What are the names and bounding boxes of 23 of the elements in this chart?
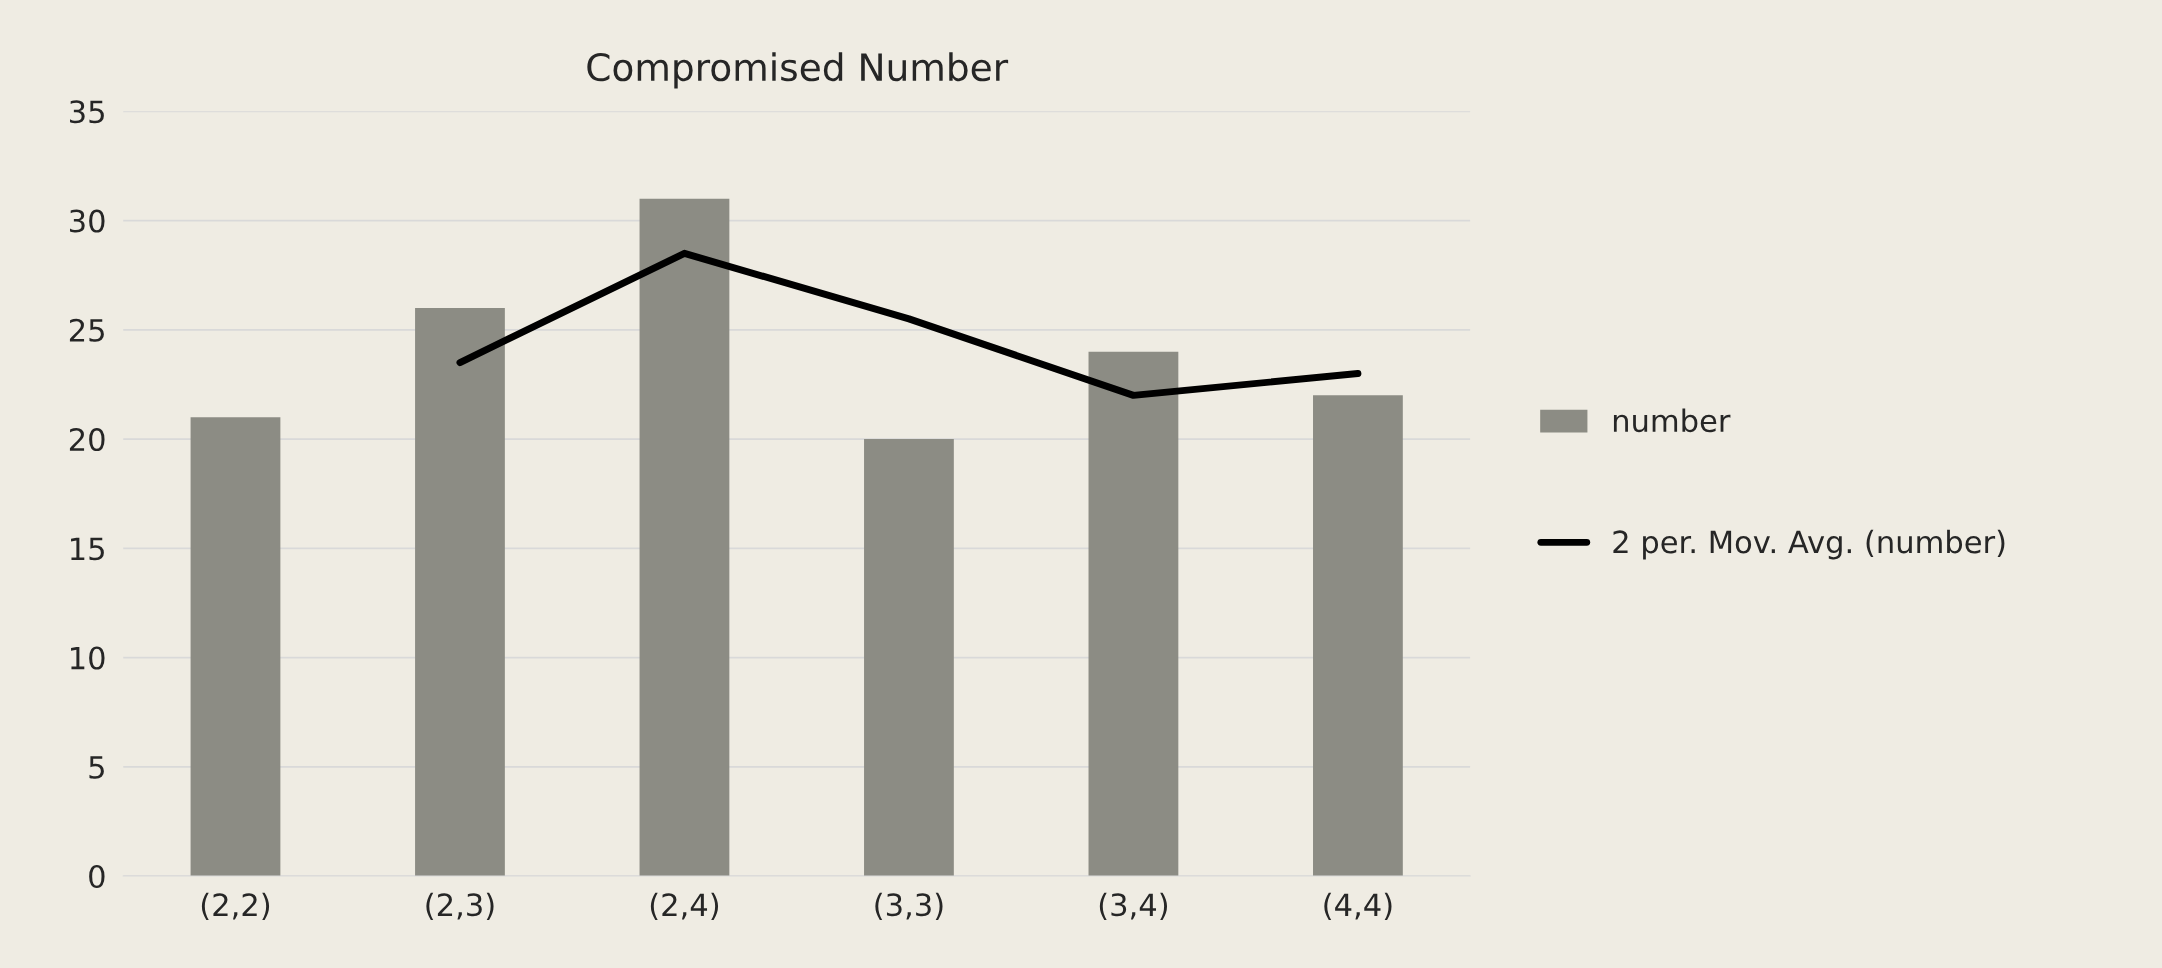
x-tick-label: (4,4) bbox=[1324, 892, 1392, 920]
y-tick-label: 0 bbox=[89, 864, 105, 889]
bar bbox=[190, 417, 281, 877]
y-tick-label: 20 bbox=[69, 427, 105, 452]
x-tick-label: (3,3) bbox=[875, 892, 943, 920]
y-tick-label: 35 bbox=[70, 100, 104, 124]
x-tick-label: (2,2) bbox=[201, 892, 270, 920]
y-tick-label: 30 bbox=[70, 209, 105, 233]
x-tick-label: (3,4) bbox=[1099, 892, 1168, 920]
bar bbox=[1088, 351, 1179, 877]
bar bbox=[639, 198, 730, 877]
legend-label: 2 per. Mov. Avg. (number) bbox=[1613, 529, 2005, 560]
bar bbox=[415, 307, 505, 877]
legend-label: number bbox=[1613, 408, 1731, 433]
y-tick-label: 5 bbox=[89, 756, 104, 779]
bar bbox=[1313, 395, 1403, 877]
x-tick-label: (2,3) bbox=[426, 892, 494, 920]
x-tick-label: (2,4) bbox=[650, 892, 719, 920]
y-tick-label: 15 bbox=[71, 537, 104, 561]
bar bbox=[864, 439, 954, 877]
y-tick-label: 25 bbox=[69, 318, 104, 342]
chart-title: Compromised Number bbox=[587, 52, 1009, 89]
y-tick-label: 10 bbox=[71, 646, 105, 670]
